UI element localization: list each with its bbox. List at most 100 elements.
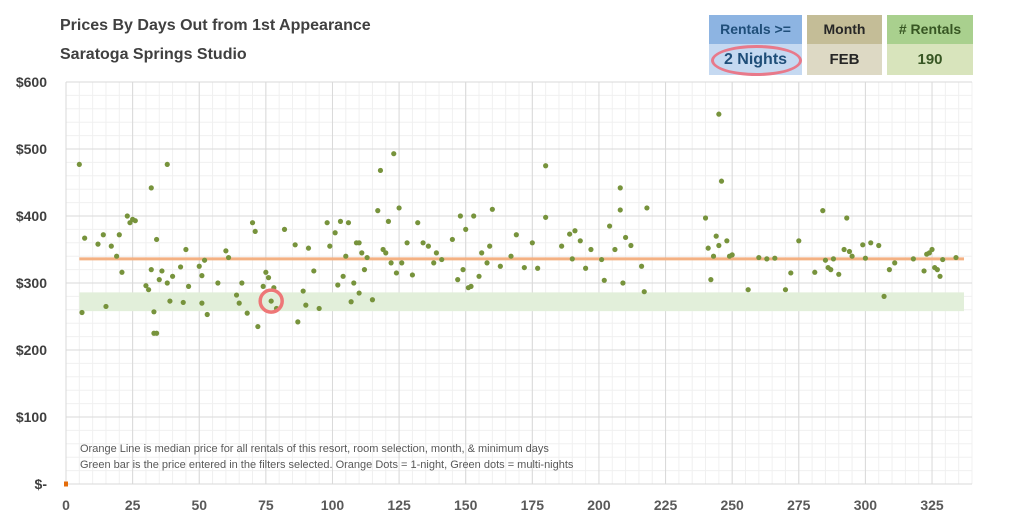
data-point (638, 263, 645, 269)
data-point (196, 263, 202, 269)
data-point (599, 256, 605, 263)
y-tick-label: $- (35, 476, 48, 492)
data-point (345, 220, 352, 226)
data-point (764, 256, 770, 262)
data-point (239, 280, 245, 286)
data-point (910, 256, 916, 262)
data-point (828, 267, 834, 273)
highlight-point-ring (258, 288, 284, 314)
data-point (215, 280, 221, 286)
data-point (628, 242, 634, 249)
data-point (937, 273, 943, 279)
data-point (82, 235, 88, 241)
data-point (199, 300, 205, 306)
data-point (244, 310, 250, 316)
data-point (396, 205, 402, 211)
x-tick-label: 50 (191, 497, 207, 513)
data-point (252, 228, 258, 235)
data-point (713, 233, 719, 239)
y-tick-label: $600 (16, 74, 47, 90)
data-point (351, 280, 357, 286)
data-point (159, 268, 165, 274)
data-point (484, 260, 490, 266)
data-point (393, 270, 400, 276)
y-tick-label: $200 (16, 342, 47, 358)
chart-subtitle: Saratoga Springs Studio (60, 46, 247, 63)
data-point (788, 270, 794, 276)
data-point (620, 280, 626, 286)
month-filter[interactable]: Month FEB (807, 15, 882, 75)
y-tick-label: $400 (16, 208, 47, 224)
data-point (327, 243, 333, 249)
data-point (225, 254, 232, 261)
data-point (535, 265, 541, 271)
data-point (268, 298, 274, 304)
data-point (305, 245, 312, 251)
x-tick-label: 150 (454, 497, 478, 513)
data-point (497, 263, 503, 269)
data-point (601, 277, 607, 283)
data-point (476, 273, 482, 279)
data-point (180, 299, 186, 306)
data-point (588, 246, 594, 253)
data-point (316, 305, 322, 312)
data-point (143, 283, 149, 289)
data-point (263, 269, 269, 275)
chart-title: Prices By Days Out from 1st Appearance (60, 17, 371, 34)
data-point (383, 250, 389, 256)
legend-note-dots: Green bar is the price entered in the fi… (80, 459, 574, 471)
x-tick-label: 200 (587, 497, 611, 513)
data-point (79, 309, 85, 316)
data-point (361, 267, 368, 273)
data-point (710, 253, 717, 259)
data-point (508, 253, 514, 259)
data-point (100, 232, 106, 238)
data-point (148, 185, 154, 191)
data-point (468, 283, 474, 289)
rentals-filter[interactable]: Rentals >= 2 Nights (709, 15, 802, 76)
rentals-filter-value-cell[interactable]: 2 Nights (709, 44, 802, 76)
data-point (729, 252, 735, 258)
rentals-count: # Rentals 190 (887, 15, 973, 75)
data-point (119, 269, 125, 275)
data-point (487, 243, 493, 249)
highlight-ring (711, 45, 802, 76)
month-filter-value[interactable]: FEB (807, 44, 882, 75)
data-point (425, 243, 431, 249)
data-point (577, 238, 583, 244)
x-tick-label: 0 (62, 497, 70, 513)
data-point (892, 260, 898, 266)
data-point (399, 260, 405, 266)
data-point (431, 260, 437, 266)
data-point (846, 248, 853, 255)
data-point (921, 268, 927, 274)
data-point (124, 213, 130, 219)
data-point (724, 238, 730, 244)
y-tick-label: $100 (16, 409, 47, 425)
data-point (543, 214, 549, 220)
x-tick-label: 325 (920, 497, 944, 513)
data-point (708, 277, 714, 283)
data-point (369, 297, 376, 303)
data-point (716, 242, 722, 249)
data-point (404, 240, 410, 246)
data-point (455, 277, 461, 283)
data-point (929, 246, 935, 253)
data-point (154, 330, 160, 336)
data-point (420, 240, 426, 246)
data-point (617, 185, 623, 191)
data-point (567, 231, 573, 237)
data-point (116, 232, 122, 238)
data-point (812, 269, 818, 275)
data-point (356, 290, 362, 296)
data-point (716, 111, 722, 117)
data-point (76, 161, 82, 168)
rentals-count-header: # Rentals (887, 15, 973, 44)
data-point (292, 242, 298, 248)
data-point (204, 311, 210, 318)
data-point (782, 287, 789, 293)
x-tick-label: 275 (787, 497, 811, 513)
data-point (881, 293, 887, 299)
x-tick-label: 25 (125, 497, 141, 513)
data-point (343, 253, 349, 259)
